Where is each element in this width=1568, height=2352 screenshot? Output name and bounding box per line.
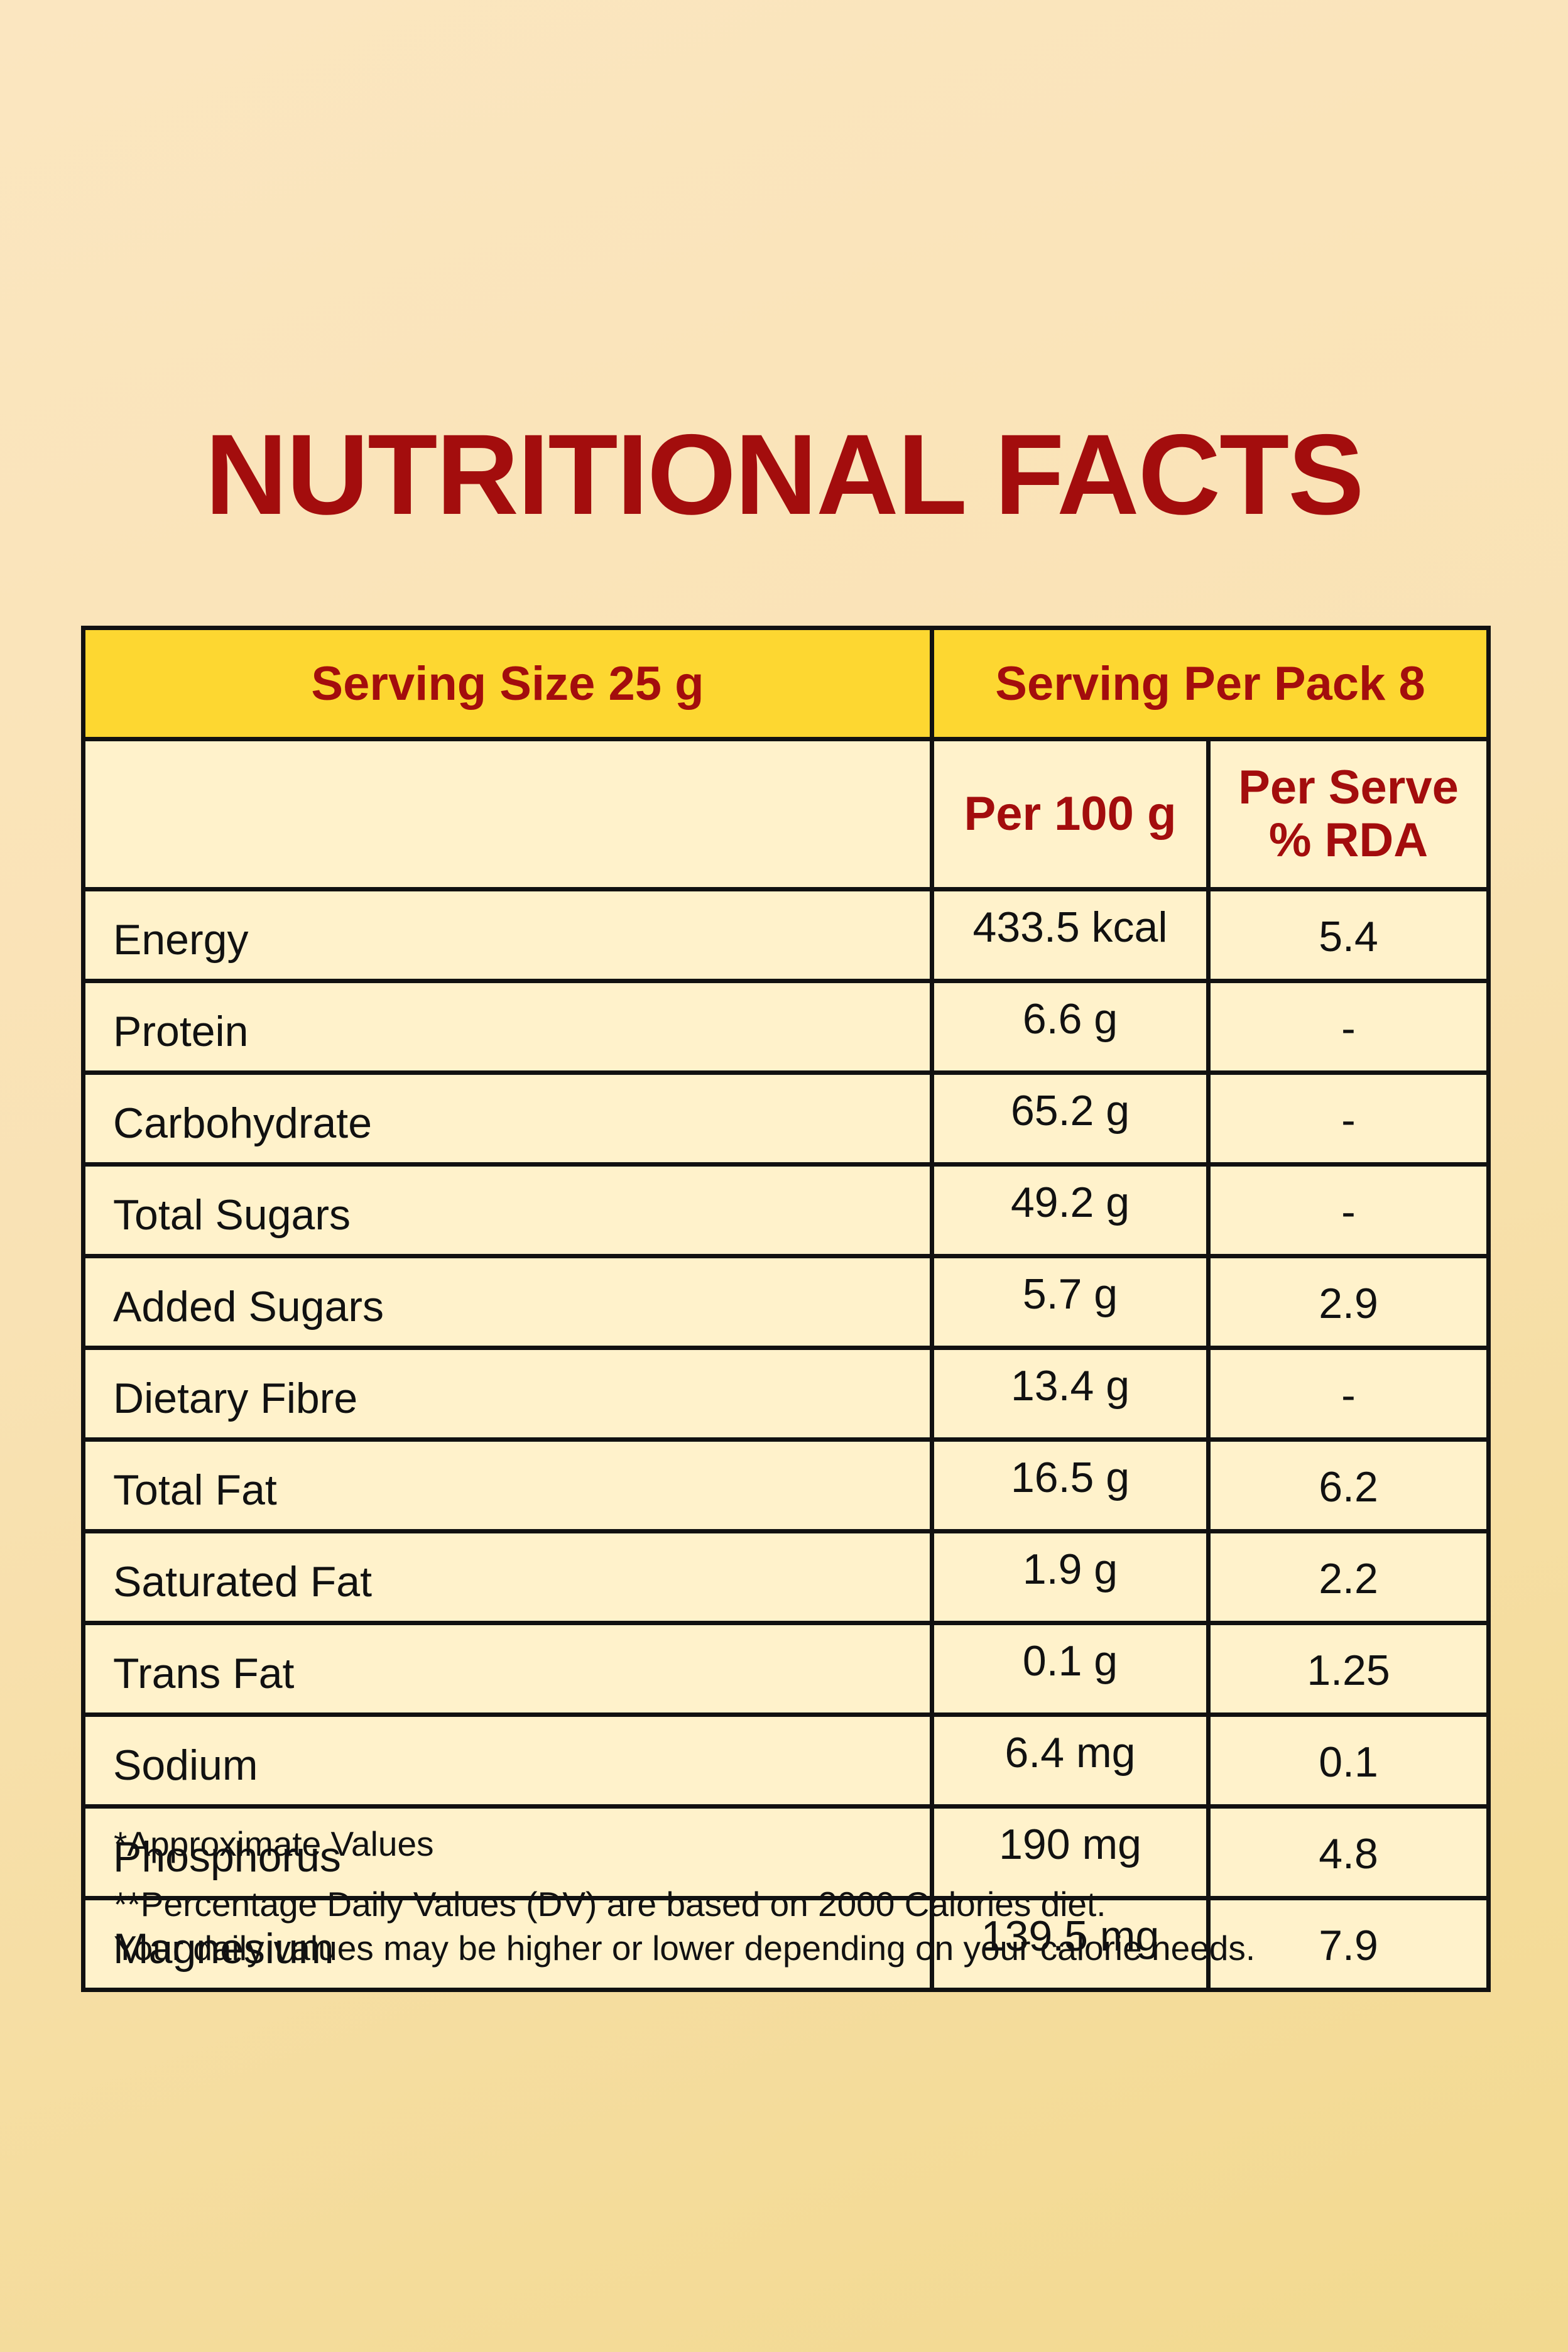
table-row: Trans Fat 0.1 g 1.25 xyxy=(81,1621,1491,1717)
table-row: Magnesium 139.5 mg 7.9 xyxy=(81,1896,1491,1992)
nutrient-name: Total Fat xyxy=(81,1437,934,1533)
rda-value: - xyxy=(1206,1346,1491,1442)
nutrient-name: Dietary Fibre xyxy=(81,1346,934,1442)
per-100g-value: 6.4 mg xyxy=(930,1712,1211,1809)
nutrient-name: Sodium xyxy=(81,1712,934,1809)
approximate-values-note: *Approximate Values xyxy=(114,1824,434,1863)
rda-value: - xyxy=(1206,979,1491,1075)
nutrient-name: Phosphorus xyxy=(81,1804,934,1900)
nutrient-name: Protein xyxy=(81,979,934,1075)
nutrition-table: Serving Size 25 g Serving Per Pack 8 Per… xyxy=(81,626,1491,1992)
per-100g-value: 49.2 g xyxy=(930,1162,1211,1258)
page-title: NUTRITIONAL FACTS xyxy=(205,410,1364,538)
serving-size-label: Serving Size 25 g xyxy=(81,626,934,741)
per-100g-value: 16.5 g xyxy=(930,1437,1211,1533)
rda-value: 6.2 xyxy=(1206,1437,1491,1533)
per-100g-value: 1.9 g xyxy=(930,1529,1211,1625)
daily-values-note: **Percentage Daily Values (DV) are based… xyxy=(114,1885,1106,1924)
rda-value: 1.25 xyxy=(1206,1621,1491,1717)
nutrient-name: Carbohydrate xyxy=(81,1070,934,1167)
table-header-row: Serving Size 25 g Serving Per Pack 8 xyxy=(81,626,1491,741)
nutrient-name: Added Sugars xyxy=(81,1254,934,1350)
table-row: Protein 6.6 g- xyxy=(81,979,1491,1075)
per-100g-column-header: Per 100 g xyxy=(930,737,1211,891)
per-serve-rda-column-header: Per Serve % RDA xyxy=(1206,737,1491,891)
per-100g-value: 433.5 kcal xyxy=(930,887,1211,983)
table-row: Saturated Fat 1.9 g 2.2 xyxy=(81,1529,1491,1625)
rda-value: - xyxy=(1206,1070,1491,1167)
nutrient-name: Energy xyxy=(81,887,934,983)
table-row: Total Fat 16.5 g 6.2 xyxy=(81,1437,1491,1533)
table-row: Sodium 6.4 mg 0.1 xyxy=(81,1712,1491,1809)
column-header-row: Per 100 g Per Serve % RDA xyxy=(81,737,1491,891)
table-row: Phosphorus 190 mg 4.8 xyxy=(81,1804,1491,1900)
per-100g-value: 65.2 g xyxy=(930,1070,1211,1167)
per-100g-value: 6.6 g xyxy=(930,979,1211,1075)
per-100g-value: 0.1 g xyxy=(930,1621,1211,1717)
footnotes: *Approximate Values **Percentage Daily V… xyxy=(114,1822,1496,1970)
per-100g-value: 5.7 g xyxy=(930,1254,1211,1350)
nutrient-name: Magnesium xyxy=(81,1896,934,1992)
table-row: Energy 433.5 kcal 5.4 xyxy=(81,887,1491,983)
serving-per-pack-label: Serving Per Pack 8 xyxy=(929,626,1491,741)
rda-value: 2.9 xyxy=(1206,1254,1491,1350)
daily-values-note-continued: Your daily values may be higher or lower… xyxy=(114,1929,1256,1968)
nutrient-name: Trans Fat xyxy=(81,1621,934,1717)
rda-value: 7.9 xyxy=(1206,1896,1491,1992)
nutrient-column-header xyxy=(81,737,934,891)
per-100g-value: 13.4 g xyxy=(930,1346,1211,1442)
per-100g-value: 139.5 mg xyxy=(930,1896,1211,1992)
table-row: Total Sugars 49.2 g- xyxy=(81,1162,1491,1258)
rda-value: 5.4 xyxy=(1206,887,1491,983)
rda-value: - xyxy=(1206,1162,1491,1258)
per-100g-value: 190 mg xyxy=(930,1804,1211,1900)
rda-value: 4.8 xyxy=(1206,1804,1491,1900)
rda-value: 2.2 xyxy=(1206,1529,1491,1625)
table-row: Dietary Fibre 13.4 g- xyxy=(81,1346,1491,1442)
per-serve-label: Per Serve xyxy=(1238,761,1459,814)
table-row: Added Sugars 5.7 g 2.9 xyxy=(81,1254,1491,1350)
nutrient-name: Saturated Fat xyxy=(81,1529,934,1625)
table-row: Carbohydrate 65.2 g- xyxy=(81,1070,1491,1167)
nutrient-name: Total Sugars xyxy=(81,1162,934,1258)
rda-value: 0.1 xyxy=(1206,1712,1491,1809)
rda-label: % RDA xyxy=(1268,814,1429,867)
